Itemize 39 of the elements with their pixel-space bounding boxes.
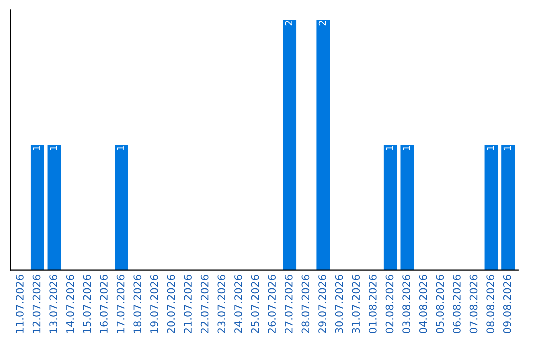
x-tick-label: 01.08.2026 [368, 275, 377, 334]
x-tick-label: 04.08.2026 [419, 275, 428, 334]
x-tick-label: 20.07.2026 [167, 275, 176, 334]
x-tick-label: 05.08.2026 [436, 275, 444, 334]
x-tick-label: 02.08.2026 [386, 275, 394, 334]
x-tick-label: 26.07.2026 [268, 275, 276, 334]
x-tick-label: 24.07.2026 [234, 275, 242, 334]
data-label: 1 [504, 146, 511, 150]
x-tick-label: 31.07.2026 [352, 275, 360, 334]
data-label: 1 [403, 146, 410, 150]
x-tick-label: 22.07.2026 [200, 275, 209, 334]
x-tick-label: 07.08.2026 [470, 275, 478, 334]
x-tick-label: 27.07.2026 [284, 275, 293, 334]
x-tick-label: 08.08.2026 [486, 275, 495, 334]
data-label: 1 [33, 146, 40, 150]
x-tick-label: 14.07.2026 [66, 275, 74, 333]
x-tick-label: 03.08.2026 [402, 275, 410, 334]
x-tick-label: 11.07.2026 [16, 275, 24, 333]
x-tick-label: 19.07.2026 [150, 275, 158, 333]
x-tick-label: 21.07.2026 [184, 275, 192, 334]
x-tick-label: 30.07.2026 [335, 275, 344, 334]
data-label: 2 [285, 21, 292, 26]
x-tick-label: 13.07.2026 [50, 275, 58, 333]
x-tick-label: 12.07.2026 [32, 275, 41, 333]
x-tick-label: 06.08.2026 [453, 275, 461, 334]
x-tick-label: 09.08.2026 [503, 275, 512, 334]
data-label: 1 [50, 146, 58, 150]
x-tick-label: 17.07.2026 [116, 275, 125, 333]
x-tick-label: 16.07.2026 [100, 275, 108, 333]
data-label: 1 [386, 146, 394, 150]
data-label: 1 [117, 146, 124, 150]
x-tick-label: 29.07.2026 [318, 275, 326, 334]
x-tick-label: 15.07.2026 [83, 275, 92, 333]
x-tick-label: 28.07.2026 [302, 275, 310, 334]
x-tick-label: 18.07.2026 [134, 275, 142, 333]
x-tick-label: 25.07.2026 [251, 275, 260, 334]
x-tick-label: 23.07.2026 [218, 275, 226, 334]
data-label: 2 [318, 21, 326, 26]
data-label: 1 [487, 146, 494, 150]
